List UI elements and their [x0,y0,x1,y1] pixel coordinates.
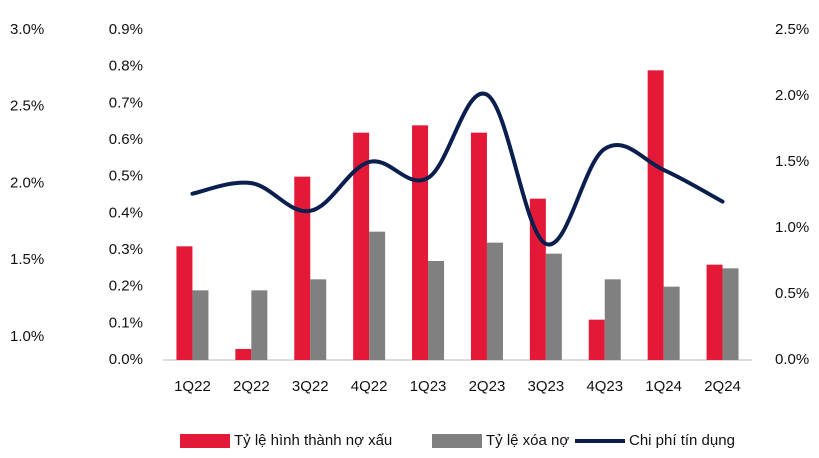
bar [545,253,562,360]
y3ticks-label: 3.0% [10,21,44,38]
yticks-label: 0.2% [109,278,143,295]
bar [235,349,252,360]
x-tick-label: 2Q23 [469,378,506,395]
bar [369,231,386,360]
y2ticks-label: 2.0% [775,87,809,104]
yticks-label: 0.4% [109,204,143,221]
bar [353,132,370,360]
yticks-label: 0.1% [109,314,143,331]
bar [722,268,739,360]
y3ticks-label: 1.5% [10,251,44,268]
x-tick-label: 4Q22 [351,378,388,395]
yticks-label: 0.0% [109,351,143,368]
yticks-label: 0.3% [109,241,143,258]
bar [470,132,487,360]
x-tick-label: 1Q24 [645,378,682,395]
bar [294,176,311,360]
y2ticks-label: 0.0% [775,351,809,368]
legend-swatch [180,434,230,448]
line [190,91,725,247]
legend-label: Tỷ lệ hình thành nợ xấu [234,432,392,449]
y3ticks-label: 1.0% [10,328,44,345]
x-tick-label: 3Q23 [527,378,564,395]
x-tick-label: 1Q22 [174,378,211,395]
bar [604,279,621,360]
legend-label: Tỷ lệ xóa nợ [486,432,569,449]
yticks-label: 0.9% [109,21,143,38]
y2ticks-label: 1.0% [775,219,809,236]
yticks-label: 0.5% [109,168,143,185]
bar [176,246,193,360]
legend-swatch [432,434,482,448]
y2ticks-label: 1.5% [775,153,809,170]
x-tick-label: 4Q23 [586,378,623,395]
bar [192,290,209,360]
yticks-label: 0.8% [109,58,143,75]
x-tick-label: 2Q22 [233,378,270,395]
y2ticks-label: 0.5% [775,285,809,302]
bar [251,290,268,360]
bar [486,242,503,360]
y3ticks-label: 2.5% [10,98,44,115]
y2ticks-label: 2.5% [775,21,809,38]
bar [588,319,605,360]
bar [706,264,723,360]
bar [428,261,445,360]
legend-label: Chi phí tín dụng [629,432,735,449]
y3ticks-label: 2.0% [10,174,44,191]
x-tick-label: 1Q23 [410,378,447,395]
yticks-label: 0.6% [109,131,143,148]
x-tick-label: 3Q22 [292,378,329,395]
bar [310,279,327,360]
bar [647,70,664,360]
bar [663,286,680,360]
x-tick-label: 2Q24 [704,378,741,395]
yticks-label: 0.7% [109,94,143,111]
bar [412,125,429,360]
